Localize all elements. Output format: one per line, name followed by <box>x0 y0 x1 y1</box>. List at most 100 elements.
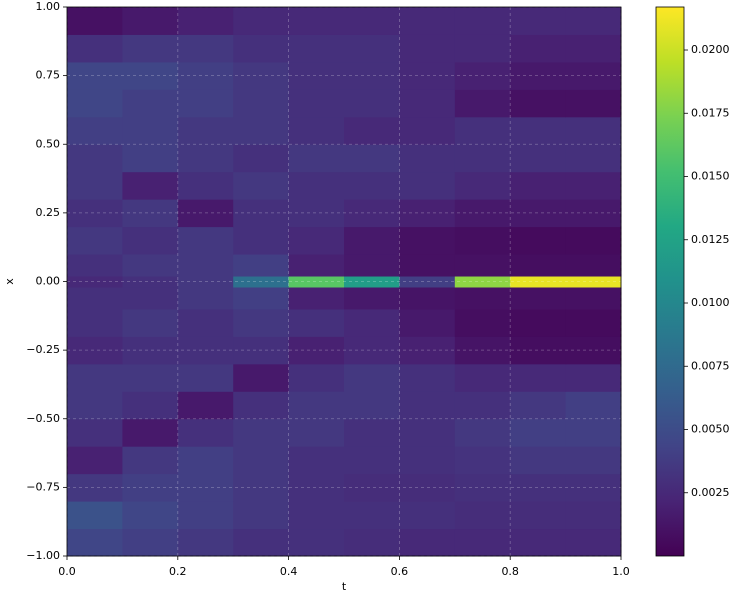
heat-cell <box>177 254 234 277</box>
heat-cell <box>399 473 456 502</box>
heat-cell <box>67 34 123 63</box>
heat-cell <box>288 144 345 173</box>
heat-cell <box>565 528 622 557</box>
heat-cell <box>454 446 511 475</box>
heat-cell <box>288 363 345 392</box>
heat-cell <box>67 7 123 35</box>
heat-cell <box>399 7 456 35</box>
heat-cell <box>67 418 123 447</box>
heat-cell <box>454 501 511 530</box>
heat-cell <box>233 391 290 420</box>
heat-cell <box>67 89 123 118</box>
heat-cell <box>454 254 511 277</box>
heat-cell <box>344 501 400 530</box>
heat-cell <box>565 363 622 392</box>
heat-cell <box>122 61 179 90</box>
heat-cell <box>288 116 345 145</box>
heat-cell <box>510 336 567 365</box>
heat-cell <box>399 336 456 365</box>
heat-cell <box>565 34 622 63</box>
heat-cell <box>67 276 123 288</box>
heat-cell <box>344 528 400 557</box>
heat-cell <box>122 336 179 365</box>
heat-cell <box>288 391 345 420</box>
heat-cell <box>67 254 123 277</box>
heat-cell <box>454 116 511 145</box>
heat-cell <box>122 363 179 392</box>
heat-cell <box>454 363 511 392</box>
heat-cell <box>565 89 622 118</box>
heat-cell <box>177 391 234 420</box>
heat-cell <box>288 336 345 365</box>
heat-cell <box>177 89 234 118</box>
heat-cell <box>565 61 622 90</box>
heat-cell <box>510 89 567 118</box>
heat-cell <box>399 171 456 200</box>
heat-cell <box>454 144 511 173</box>
heat-cell <box>510 199 567 228</box>
heat-cell <box>344 473 400 502</box>
heat-cell <box>454 199 511 228</box>
heat-cell <box>399 116 456 145</box>
heat-cell <box>233 336 290 365</box>
heat-cell <box>344 144 400 173</box>
heat-cell <box>565 254 622 277</box>
heat-cell <box>288 61 345 90</box>
heat-cell <box>565 418 622 447</box>
heat-cell <box>344 226 400 255</box>
heat-cell <box>454 61 511 90</box>
heat-cell <box>177 116 234 145</box>
heat-cell <box>233 254 290 277</box>
heat-cell <box>344 61 400 90</box>
heat-cell <box>177 34 234 63</box>
heat-cell <box>454 473 511 502</box>
heat-cell <box>399 501 456 530</box>
heat-cell <box>344 276 400 288</box>
heat-cell <box>177 199 234 228</box>
heat-cell <box>67 226 123 255</box>
heat-cell <box>233 199 290 228</box>
heat-cell <box>510 501 567 530</box>
heat-cell <box>122 286 179 310</box>
heat-cell <box>67 116 123 145</box>
heat-cell <box>454 226 511 255</box>
heat-cell <box>233 501 290 530</box>
heat-cell <box>344 7 400 35</box>
heat-cell <box>233 61 290 90</box>
heat-cell <box>177 418 234 447</box>
heat-cell <box>177 276 234 288</box>
heat-cell <box>67 286 123 310</box>
heat-cell <box>177 7 234 35</box>
heat-cell <box>399 199 456 228</box>
heat-cell <box>233 446 290 475</box>
colorbar-tick-label: 0.0025 <box>691 486 730 499</box>
heat-cell <box>565 199 622 228</box>
heat-cell <box>177 144 234 173</box>
x-axis-label: t <box>342 580 347 593</box>
heat-cell <box>510 528 567 557</box>
heat-cell <box>510 391 567 420</box>
y-tick-label: 0.75 <box>36 69 61 82</box>
heat-cell <box>454 171 511 200</box>
heat-cell <box>344 171 400 200</box>
heat-cell <box>565 473 622 502</box>
colorbar-tick-label: 0.0175 <box>691 106 730 119</box>
heat-cell <box>399 254 456 277</box>
heat-cell <box>177 226 234 255</box>
heat-cell <box>344 34 400 63</box>
heat-cell <box>122 89 179 118</box>
heat-cell <box>399 276 456 288</box>
heat-cell <box>565 446 622 475</box>
heat-cell <box>288 308 345 337</box>
heat-cell <box>344 418 400 447</box>
heat-cell <box>510 254 567 277</box>
heat-cell <box>510 116 567 145</box>
heat-cell <box>399 418 456 447</box>
heat-cell <box>122 418 179 447</box>
heat-cell <box>177 528 234 557</box>
heat-cell <box>344 286 400 310</box>
heat-cell <box>399 144 456 173</box>
heat-cell <box>288 34 345 63</box>
x-tick-label: 0.0 <box>58 565 76 578</box>
